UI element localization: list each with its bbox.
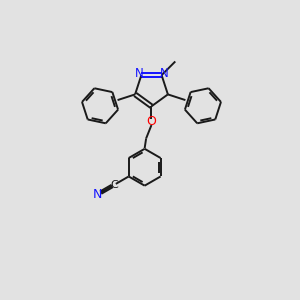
Text: O: O <box>146 115 156 128</box>
Text: C: C <box>110 180 118 190</box>
Text: N: N <box>92 188 102 201</box>
Text: N: N <box>135 68 143 80</box>
Text: N: N <box>160 68 168 80</box>
